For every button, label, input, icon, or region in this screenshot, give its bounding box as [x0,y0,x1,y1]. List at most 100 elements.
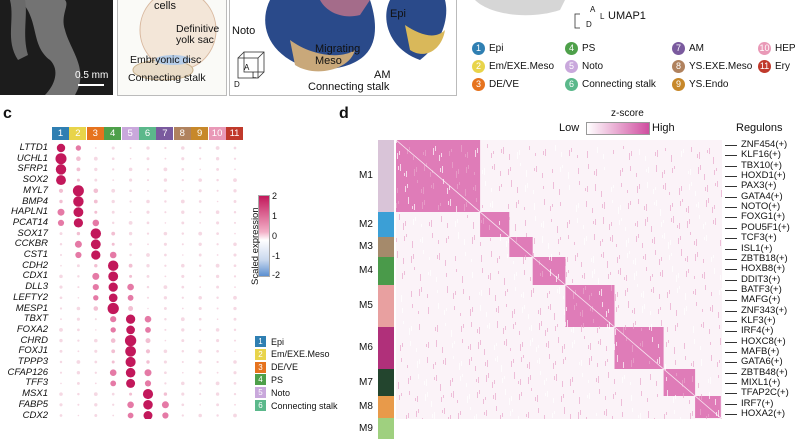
heatmap-cell [516,272,517,276]
heatmap-cell [713,220,714,224]
regulon-label: ZNF343(+) [741,304,788,316]
module-bar-m1 [378,140,394,212]
heatmap-cell [563,394,564,398]
heatmap-cell [540,308,541,315]
heatmap-cell [670,205,671,211]
heatmap-cell [635,223,636,226]
heatmap-cell [588,164,589,169]
legend-label: Noto [271,387,291,398]
heatmap-cell [532,240,533,243]
heatmap-cell [461,326,462,332]
heatmap-cell [628,301,629,308]
heatmap-cell [563,296,564,299]
heatmap-cell [396,140,397,143]
heatmap-cell [668,340,669,343]
heatmap-cell [474,416,475,419]
heatmap-cell [581,360,582,366]
heatmap-cell [559,287,560,294]
heatmap-cell [411,256,412,263]
heatmap-cell [446,308,447,311]
heatmap-cell [719,290,720,295]
heatmap-cell [406,415,407,419]
dot-mark [233,339,237,342]
heatmap-cell [695,191,696,196]
heatmap-cell [662,270,663,277]
heatmap-cell [598,341,599,344]
heatmap-cell [412,304,413,308]
heatmap-cell [512,311,513,318]
heatmap-cell [595,219,596,225]
heatmap-cell [505,326,506,330]
heatmap-cell [438,303,439,309]
dot-mark [233,413,237,418]
heatmap-cell [542,236,543,243]
legend-item-ery: 11 Ery [758,60,790,73]
heatmap-cell [479,327,480,334]
heatmap-cell [632,310,633,313]
heatmap-cell [639,149,640,155]
heatmap-cell [616,307,617,312]
heatmap-cell [564,407,565,414]
heatmap-cell [670,240,671,245]
dot-mark [182,371,184,374]
heatmap-cell [523,355,524,358]
heatmap-cell [583,323,584,328]
legend-label: Epi [271,336,285,347]
heatmap-cell [399,151,400,155]
heatmap-cell [471,259,472,262]
dot-mark [59,232,63,236]
gene-label: LTTD1 [19,142,48,153]
dot-mark [233,295,237,300]
dot-mark [199,328,202,332]
heatmap-cell [552,413,553,418]
gene-label: FABP5 [18,398,48,410]
regulon-tick [725,393,737,395]
heatmap-cell [506,241,507,247]
dot-mark [198,306,202,311]
heatmap-cell [576,303,577,306]
heatmap-cell [561,152,562,157]
regulon-label: TBX10(+) [741,159,782,171]
heatmap-cell [612,416,613,419]
dot-mark [161,401,169,409]
heatmap-cell [443,179,444,184]
heatmap-cell [477,148,478,153]
heatmap-cell [466,167,467,173]
heatmap-cell [713,255,714,258]
heatmap-cell [526,233,527,237]
heatmap-cell [601,254,602,257]
dot-mark [108,271,119,282]
heatmap-cell [721,190,722,197]
dot-mark [127,412,134,419]
dot-mark [181,146,185,150]
heatmap-cell [689,400,690,404]
cluster-column-header: 7 [156,127,174,140]
heatmap-cell [567,222,568,228]
gene-label: CCKBR [14,238,48,250]
dot-mark [181,178,184,182]
dot-mark [216,232,219,235]
legend-swatch: 3 [255,361,266,373]
dot-mark [77,275,80,278]
dot-mark [146,264,150,268]
dot-mark [198,146,202,150]
heatmap-cell [490,273,491,280]
heatmap-cell [491,188,492,192]
gene-label: TFF3 [25,377,48,389]
heatmap-cell [521,294,522,297]
panel-c-legend-item: 5 Noto [255,387,291,399]
dot-mark [182,254,184,256]
dot-mark [93,199,98,204]
heatmap-cell [635,321,636,325]
heatmap-cell [693,326,694,333]
heatmap-cell [586,236,587,241]
regulon-label: DDIT3(+) [741,273,781,285]
legend-label: Connecting stalk [271,400,338,411]
dot-mark [233,253,237,257]
heatmap-cell [560,167,561,172]
heatmap-cell [404,236,405,241]
dot-mark [164,222,167,224]
panel-c-legend-item: 6 Connecting stalk [255,400,338,411]
heatmap-cell [675,395,676,399]
dot-mark [77,328,80,332]
